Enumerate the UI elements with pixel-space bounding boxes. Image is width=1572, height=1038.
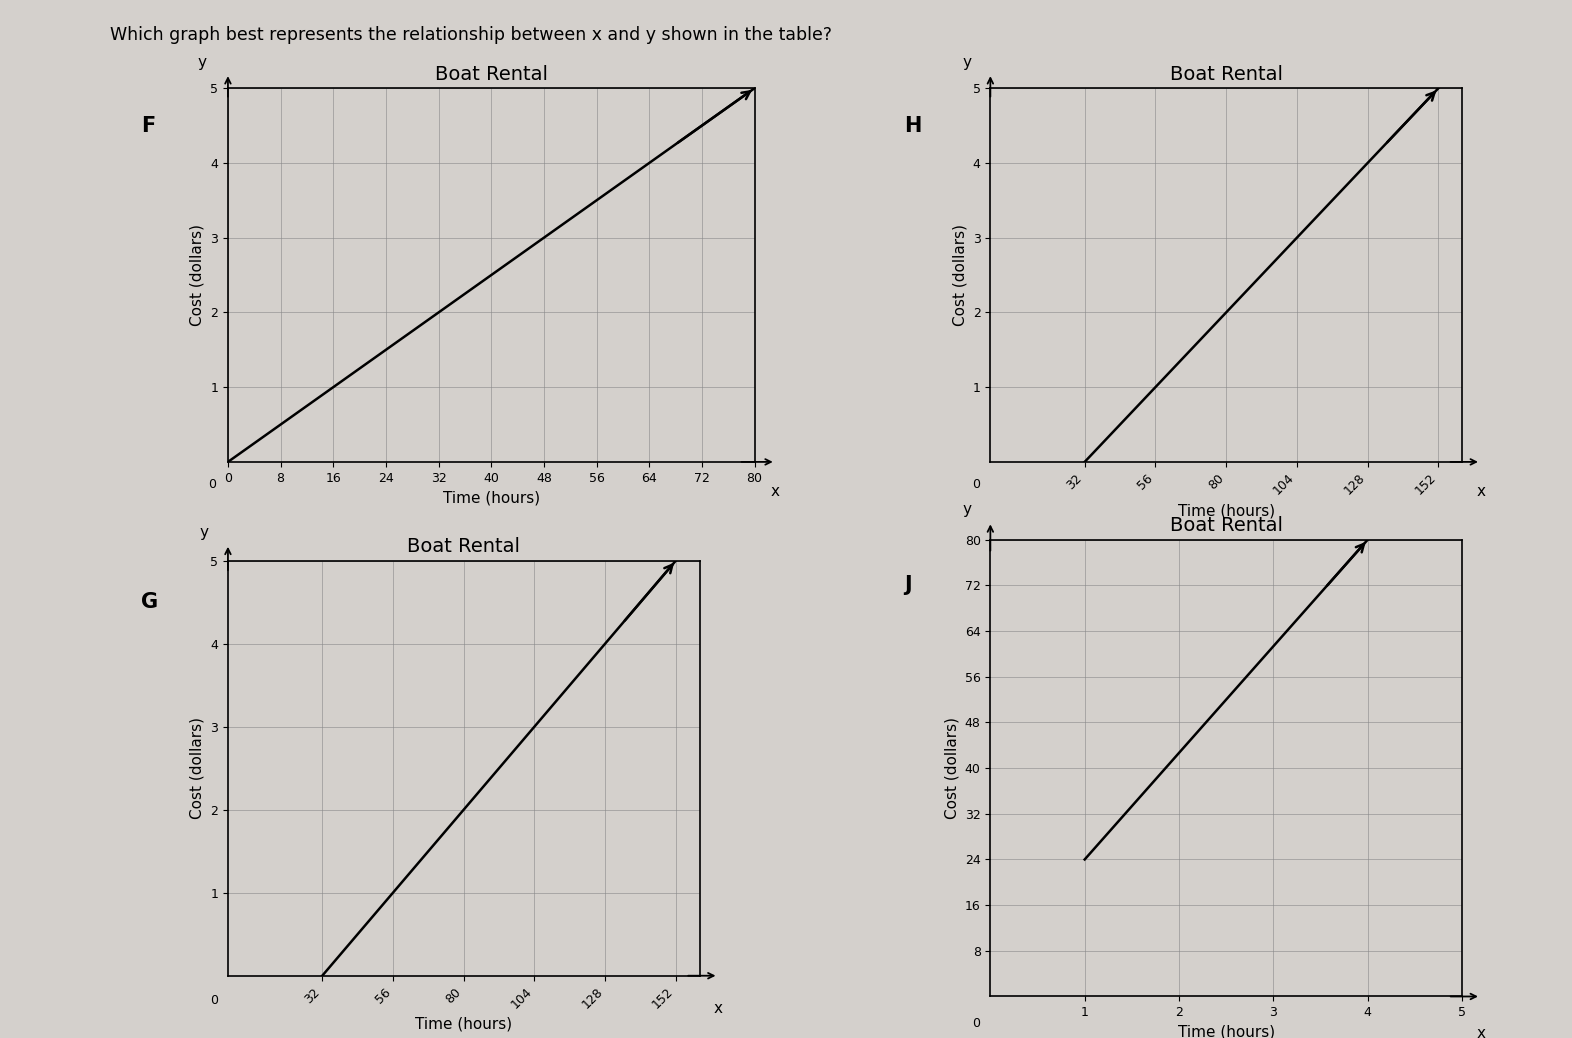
X-axis label: Time (hours): Time (hours) bbox=[1177, 503, 1275, 518]
Text: 0: 0 bbox=[208, 477, 215, 491]
Text: F: F bbox=[141, 115, 156, 136]
Text: y: y bbox=[196, 55, 206, 70]
Title: Boat Rental: Boat Rental bbox=[1170, 65, 1283, 84]
Text: x: x bbox=[1476, 485, 1486, 499]
Text: 0: 0 bbox=[209, 994, 219, 1007]
X-axis label: Time (hours): Time (hours) bbox=[415, 1017, 512, 1032]
Y-axis label: Cost (dollars): Cost (dollars) bbox=[190, 224, 204, 326]
Title: Boat Rental: Boat Rental bbox=[1170, 517, 1283, 536]
Text: G: G bbox=[141, 592, 159, 612]
Text: H: H bbox=[904, 115, 921, 136]
Text: J: J bbox=[904, 575, 912, 596]
X-axis label: Time (hours): Time (hours) bbox=[1177, 1025, 1275, 1038]
Text: y: y bbox=[962, 55, 971, 70]
Title: Boat Rental: Boat Rental bbox=[407, 538, 520, 556]
Title: Boat Rental: Boat Rental bbox=[435, 65, 547, 84]
Text: 0: 0 bbox=[971, 477, 981, 491]
Text: x: x bbox=[1476, 1026, 1486, 1038]
Text: Which graph best represents the relationship between x and y shown in the table?: Which graph best represents the relation… bbox=[110, 26, 832, 44]
Text: x: x bbox=[770, 485, 780, 499]
X-axis label: Time (hours): Time (hours) bbox=[443, 490, 539, 506]
Text: 0: 0 bbox=[971, 1017, 981, 1031]
Y-axis label: Cost (dollars): Cost (dollars) bbox=[953, 224, 967, 326]
Text: y: y bbox=[200, 525, 209, 540]
Text: x: x bbox=[714, 1002, 723, 1016]
Y-axis label: Cost (dollars): Cost (dollars) bbox=[945, 717, 959, 819]
Y-axis label: Cost (dollars): Cost (dollars) bbox=[190, 717, 204, 819]
Text: y: y bbox=[962, 502, 971, 517]
